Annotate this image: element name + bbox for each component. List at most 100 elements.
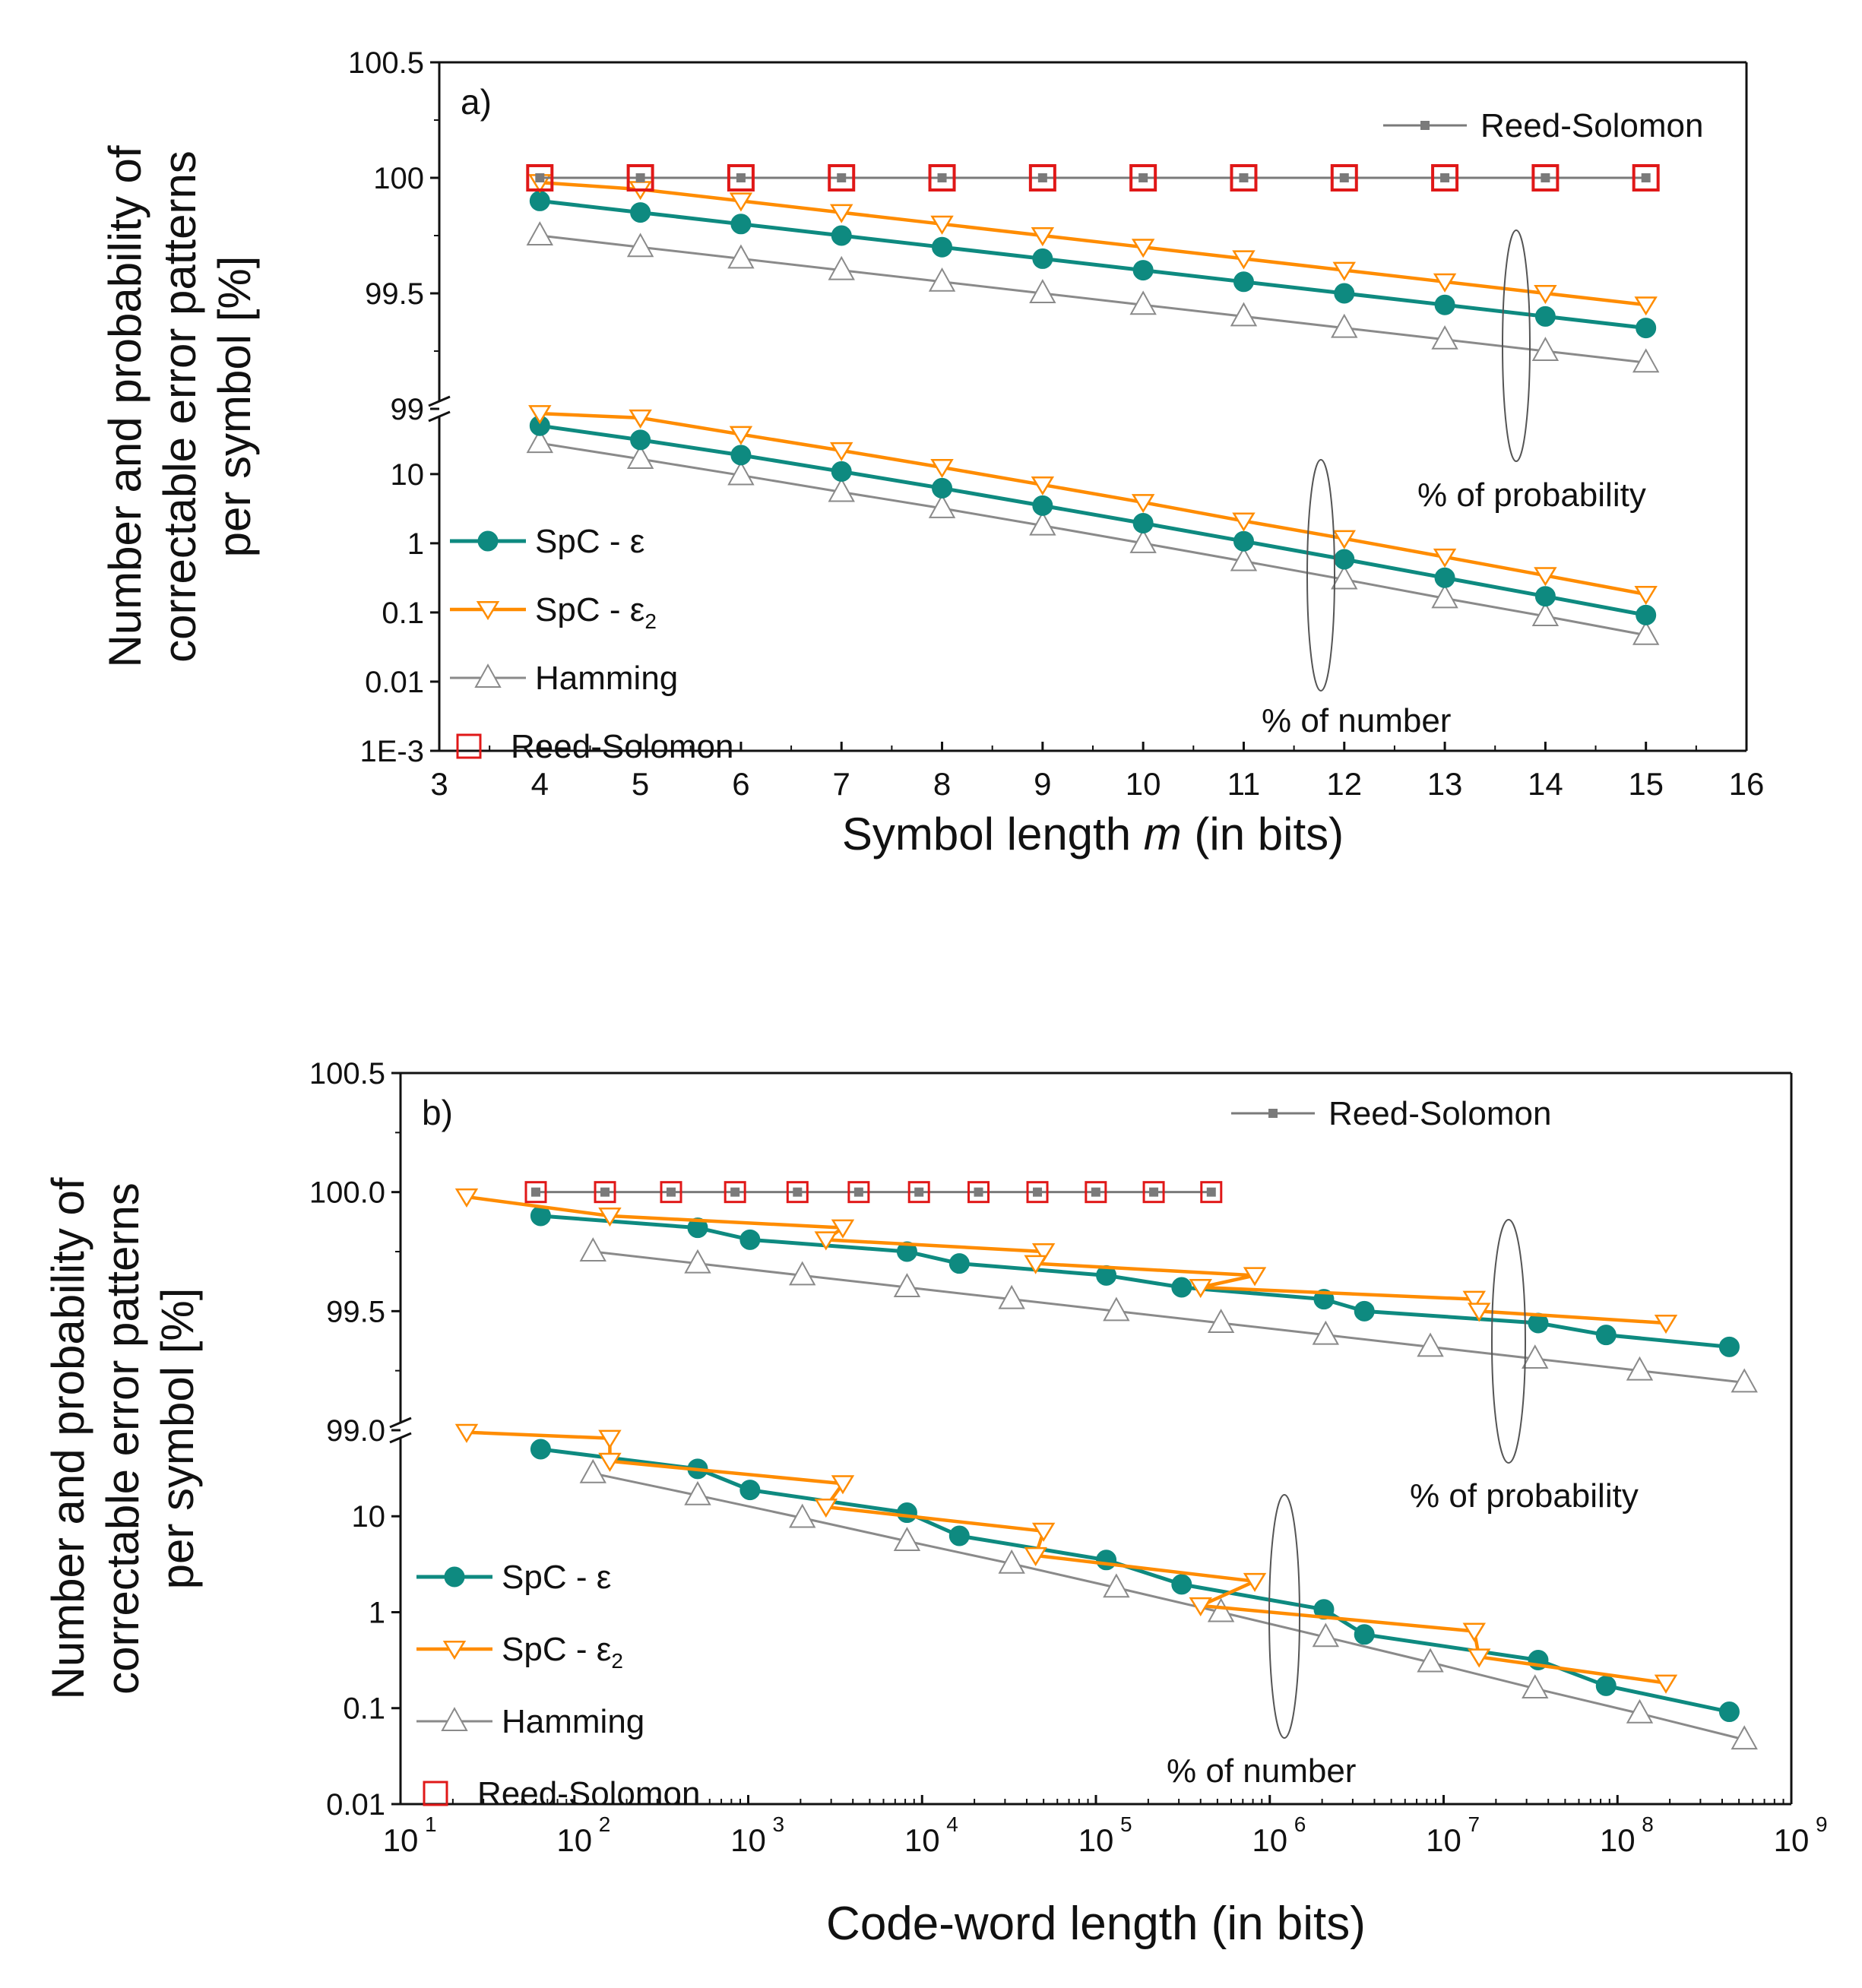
legend-rs-marker <box>456 733 482 759</box>
upper-spc-line <box>540 198 1646 331</box>
upper-spc-2-point <box>729 192 753 212</box>
upper-spc-2-point <box>814 1231 838 1251</box>
lower-spc-point <box>630 429 651 451</box>
x-axis-label-part: (in bits) <box>1182 809 1344 859</box>
lower-spc-point <box>1096 1550 1117 1571</box>
upper-hamming-point <box>928 267 956 292</box>
lower-spc-point <box>1636 604 1657 625</box>
upper-spc-point <box>1096 1265 1117 1286</box>
upper-hamming-point <box>1531 337 1560 361</box>
lower-spc-point <box>739 1480 761 1501</box>
upper-reed-solomon-inner-point <box>667 1187 676 1197</box>
lower-spc-point <box>932 477 953 499</box>
x-axis-label-variable: m <box>1144 809 1182 859</box>
upper-hamming-point <box>1129 290 1157 315</box>
x-tick-label: 10 <box>1600 1822 1636 1858</box>
legend-spc-eps2-label: SpC - ε2 <box>535 591 657 633</box>
lower-hamming-point <box>1103 1573 1130 1598</box>
lower-hamming-point <box>526 429 554 454</box>
x-tick-label: 10 <box>904 1822 940 1858</box>
lower-hamming-point <box>727 461 755 486</box>
lower-spc-2-point <box>1232 512 1256 532</box>
upper-hamming-point <box>1522 1344 1549 1369</box>
annotation-number-ellipse <box>1268 1494 1300 1739</box>
legend-rs-label: Reed-Solomon <box>477 1775 701 1812</box>
lower-hamming-point <box>1731 1725 1758 1750</box>
lower-spc-point <box>730 445 752 466</box>
y-tick-label: 0.01 <box>365 666 424 699</box>
x-tick-label: 9 <box>1034 766 1051 802</box>
lower-spc-point <box>1718 1702 1740 1723</box>
upper-reed-solomon-point <box>1330 164 1358 192</box>
upper-reed-solomon-inner-point <box>1339 173 1349 182</box>
upper-spc-2-point <box>1634 296 1658 316</box>
upper-spc-point <box>1434 294 1455 315</box>
upper-spc-2-point <box>1232 250 1256 270</box>
y-tick-label: 0.01 <box>326 1788 385 1822</box>
lower-spc-point <box>1434 567 1455 588</box>
lower-hamming-point <box>1129 529 1157 553</box>
annotation-probability: % of probability <box>1410 1477 1639 1515</box>
x-tick-label-exponent: 3 <box>773 1812 785 1836</box>
upper-hamming-point <box>1312 1320 1340 1345</box>
lower-hamming-point <box>1331 565 1358 590</box>
upper-hamming-point <box>1632 348 1660 373</box>
lower-spc-line <box>539 423 1647 617</box>
upper-spc-point <box>1334 283 1355 304</box>
lower-spc-2-point <box>1332 530 1356 549</box>
upper-reed-solomon-point <box>847 1181 870 1204</box>
legend-top-rs-label: Reed-Solomon <box>1480 107 1704 144</box>
upper-hamming-point <box>1731 1368 1758 1393</box>
upper-spc-point <box>730 214 752 235</box>
x-tick-label-exponent: 5 <box>1120 1812 1132 1836</box>
upper-reed-solomon-inner-point <box>1149 1187 1159 1197</box>
lower-spc-2-point <box>629 409 652 429</box>
lower-spc-2-point <box>1024 1546 1047 1566</box>
upper-spc-point <box>831 225 852 246</box>
upper-reed-solomon-point <box>1431 164 1459 192</box>
lower-hamming-point <box>928 494 956 518</box>
x-tick-label: 3 <box>430 766 448 802</box>
lower-spc-2-point <box>1467 1648 1491 1668</box>
y-tick-label: 10 <box>391 458 425 492</box>
upper-spc-2-point <box>1131 239 1155 258</box>
upper-reed-solomon-point <box>724 1181 746 1204</box>
lower-spc-point <box>1534 586 1556 607</box>
upper-hamming-point <box>1029 279 1056 303</box>
x-tick-label-exponent: 8 <box>1642 1812 1654 1836</box>
lower-spc-point <box>1595 1675 1617 1696</box>
lower-spc-2-point <box>1189 1597 1212 1616</box>
x-tick-label-exponent: 4 <box>946 1812 958 1836</box>
panel-label: b) <box>422 1093 453 1132</box>
lower-hamming-point <box>1626 1698 1654 1724</box>
legend-spc-eps2-label: SpC - ε2 <box>502 1631 623 1673</box>
lower-hamming-point <box>1207 1597 1235 1622</box>
lower-hamming-point <box>1029 511 1056 536</box>
upper-reed-solomon-point <box>594 1181 616 1204</box>
x-tick-label: 10 <box>383 1822 419 1858</box>
upper-reed-solomon-point <box>1142 1181 1165 1204</box>
axis-break-mark <box>428 395 451 407</box>
upper-hamming-point <box>626 233 654 258</box>
upper-hamming-point <box>1417 1332 1444 1357</box>
upper-spc-point <box>1233 271 1254 293</box>
lower-hamming-point <box>893 1527 921 1552</box>
x-axis-label: Symbol length m (in bits) <box>842 809 1344 859</box>
upper-hamming-line <box>593 1250 1745 1384</box>
upper-spc-2-point <box>1467 1303 1491 1322</box>
lower-spc-2-point <box>830 442 853 461</box>
x-tick-label: 10 <box>730 1822 766 1858</box>
lower-spc-point <box>1334 549 1355 570</box>
upper-reed-solomon-inner-point <box>1138 173 1148 182</box>
upper-spc-point <box>948 1253 970 1274</box>
upper-reed-solomon-inner-point <box>1239 173 1249 182</box>
legend-hamming-marker <box>474 663 502 688</box>
upper-spc-point <box>932 236 953 258</box>
upper-spc-point <box>1636 318 1657 339</box>
upper-reed-solomon-inner-point <box>1541 173 1550 182</box>
upper-reed-solomon-inner-point <box>1641 173 1651 182</box>
upper-reed-solomon-point <box>1531 164 1560 192</box>
upper-hamming-point <box>579 1237 606 1261</box>
upper-hamming-point <box>1431 324 1458 350</box>
upper-reed-solomon-point <box>526 164 554 192</box>
